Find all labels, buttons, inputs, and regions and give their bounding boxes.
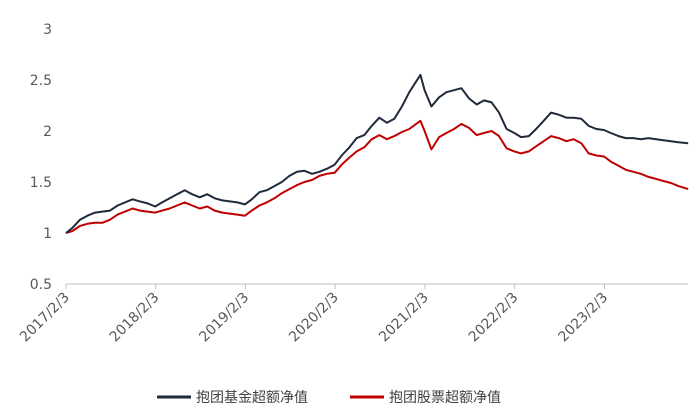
legend-label: 抱团基金超额净值 [196, 389, 308, 406]
x-tick-label: 2019/2/3 [196, 290, 252, 346]
x-tick-label: 2018/2/3 [107, 290, 163, 346]
series-line-stock-excess-nav [65, 119, 689, 234]
y-tick-label: 2.5 [30, 73, 52, 89]
plot-area [65, 73, 689, 234]
y-tick-label: 1 [43, 226, 52, 242]
y-tick-label: 3 [43, 22, 52, 38]
x-tick-label: 2022/2/3 [466, 290, 522, 346]
x-tick-label: 2023/2/3 [555, 290, 611, 346]
y-axis: 0.5 1 1.5 2 2.5 3 [30, 22, 52, 293]
y-tick-label: 1.5 [30, 175, 52, 191]
legend-label: 抱团股票超额净值 [389, 390, 501, 406]
x-tick-label: 2020/2/3 [286, 290, 342, 346]
y-tick-label: 2 [43, 124, 52, 140]
x-axis: 2017/2/3 2018/2/3 2019/2/3 2020/2/3 2021/2/3… [17, 284, 611, 345]
series-line-fund-excess-nav [65, 73, 689, 234]
x-tick-label: 2021/2/3 [376, 290, 432, 346]
y-tick-label: 0.5 [30, 277, 52, 293]
legend: 抱团基金超额净值 抱团股票超额净值 [157, 389, 501, 406]
x-tick-label: 2017/2/3 [17, 290, 73, 346]
